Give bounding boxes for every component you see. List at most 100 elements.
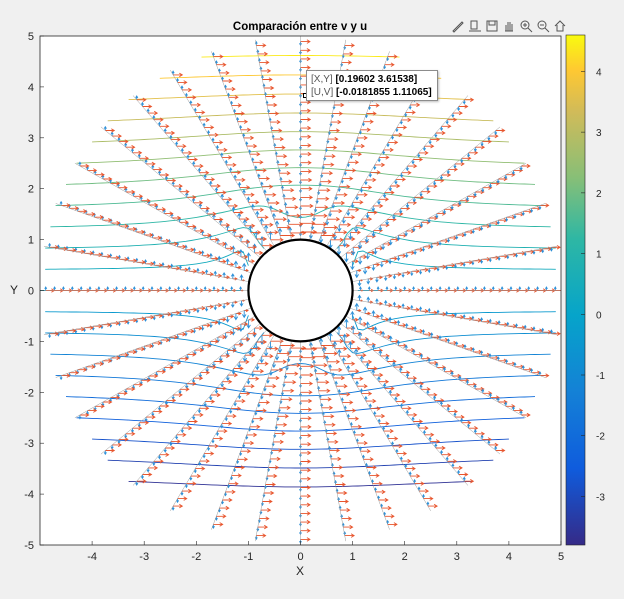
quiver-u bbox=[300, 468, 312, 473]
datatip[interactable]: [X,Y] [0.19602 3.61538] [U,V] [-0.018185… bbox=[306, 70, 438, 101]
quiver-u bbox=[424, 432, 435, 437]
quiver-v bbox=[473, 384, 477, 389]
quiver-v bbox=[515, 253, 518, 258]
quiver-u bbox=[217, 334, 227, 340]
quiver-u bbox=[424, 144, 435, 149]
quiver-v bbox=[198, 461, 202, 466]
quiver-u bbox=[244, 223, 256, 228]
quiver-u bbox=[410, 473, 421, 479]
quiver-u bbox=[350, 346, 361, 351]
quiver-u bbox=[256, 43, 267, 48]
pan-icon[interactable] bbox=[501, 18, 516, 33]
quiver-u bbox=[314, 213, 328, 218]
quiver-v bbox=[220, 152, 224, 158]
quiver-u bbox=[392, 132, 403, 138]
quiver-v bbox=[368, 172, 372, 178]
quiver-u bbox=[323, 162, 335, 167]
quiver-v bbox=[187, 309, 191, 315]
quiver-v bbox=[398, 208, 403, 214]
quiver-v bbox=[163, 448, 167, 453]
quiver-u bbox=[205, 177, 216, 182]
quiver-u bbox=[287, 363, 301, 368]
quiver-u bbox=[77, 367, 88, 372]
quiver-u bbox=[152, 235, 162, 241]
quiver-v bbox=[445, 265, 449, 270]
quiver-u bbox=[219, 70, 230, 76]
quiver-u bbox=[270, 367, 284, 373]
quiver-v bbox=[513, 214, 517, 219]
quiver-v bbox=[549, 329, 553, 334]
quiver-v bbox=[255, 210, 260, 218]
quiver-v bbox=[203, 401, 207, 407]
quiver-u bbox=[330, 119, 342, 125]
quiver-u bbox=[282, 188, 295, 193]
quiver-v bbox=[336, 245, 342, 256]
quiver-u bbox=[153, 117, 164, 122]
quiver-v bbox=[474, 286, 477, 291]
quiver-v bbox=[439, 400, 443, 406]
quiver-v bbox=[388, 389, 392, 395]
brush-icon[interactable] bbox=[450, 18, 465, 33]
quiver-v bbox=[463, 344, 467, 349]
quiver-u bbox=[321, 171, 334, 176]
quiver-u bbox=[277, 225, 291, 230]
quiver-v bbox=[435, 362, 439, 368]
radial-line bbox=[349, 203, 546, 274]
quiver-u bbox=[344, 236, 356, 242]
quiver-u bbox=[237, 457, 249, 462]
quiver-v bbox=[396, 235, 401, 241]
quiver-u bbox=[271, 128, 283, 133]
quiver-v bbox=[157, 121, 162, 127]
quiver-u bbox=[166, 398, 177, 403]
quiver-v bbox=[413, 478, 417, 484]
quiver-u bbox=[240, 127, 252, 132]
quiver-v bbox=[480, 317, 484, 322]
x-axis-label: X bbox=[296, 564, 304, 578]
data-tip-icon[interactable] bbox=[467, 18, 482, 33]
quiver-v bbox=[404, 112, 408, 118]
quiver-v bbox=[274, 353, 280, 361]
quiver-u bbox=[252, 160, 264, 165]
quiver-u bbox=[326, 431, 338, 436]
quiver-u bbox=[255, 168, 267, 173]
quiver-v bbox=[400, 403, 404, 409]
quiver-u bbox=[213, 217, 224, 222]
quiver-u bbox=[261, 354, 274, 359]
quiver-u bbox=[283, 380, 297, 385]
quiver-v bbox=[417, 152, 421, 158]
zoom-in-icon[interactable] bbox=[518, 18, 533, 33]
quiver-v bbox=[457, 469, 461, 475]
quiver-u bbox=[332, 465, 343, 470]
home-icon[interactable] bbox=[552, 18, 567, 33]
radial-line bbox=[345, 163, 527, 266]
quiver-u bbox=[370, 170, 381, 175]
quiver-u bbox=[173, 183, 183, 189]
quiver-v bbox=[341, 217, 346, 224]
quiver-v bbox=[353, 348, 359, 356]
colorbar-tick-label: -2 bbox=[596, 432, 605, 443]
zoom-out-icon[interactable] bbox=[535, 18, 550, 33]
x-tick-label: 4 bbox=[506, 551, 512, 563]
quiver-v bbox=[48, 333, 52, 339]
quiver-u bbox=[141, 378, 151, 383]
quiver-v bbox=[180, 428, 184, 434]
quiver-u bbox=[341, 60, 352, 65]
quiver-u bbox=[234, 342, 244, 347]
quiver-u bbox=[452, 202, 462, 208]
quiver-u bbox=[447, 117, 458, 122]
quiver-v bbox=[357, 241, 363, 250]
quiver-u bbox=[342, 400, 354, 405]
quiver-u bbox=[256, 533, 267, 538]
y-tick-label: -5 bbox=[24, 540, 34, 552]
quiver-u bbox=[300, 195, 314, 200]
save-icon[interactable] bbox=[484, 18, 499, 33]
quiver-u bbox=[118, 391, 128, 396]
quiver-v bbox=[180, 491, 184, 496]
quiver-v bbox=[388, 316, 392, 323]
quiver-u bbox=[210, 339, 219, 344]
quiver-v bbox=[442, 366, 447, 372]
quiver-u bbox=[276, 154, 288, 159]
quiver-u bbox=[387, 522, 398, 527]
quiver-u bbox=[330, 367, 343, 373]
quiver-u bbox=[280, 233, 296, 238]
